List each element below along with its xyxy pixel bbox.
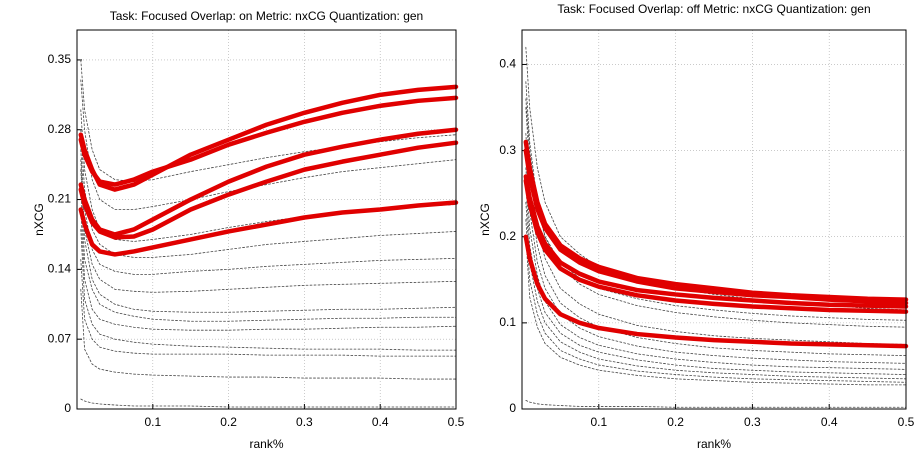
y-axis-label: nXCG — [32, 203, 46, 236]
series-line — [78, 200, 459, 257]
series-line — [80, 109, 457, 242]
series-line — [525, 201, 907, 380]
series-line — [525, 184, 907, 375]
x-tick-label: 0.5 — [448, 415, 465, 429]
chart-title: Task: Focused Overlap: off Metric: nxCG … — [557, 2, 870, 16]
x-tick-label: 0.3 — [296, 415, 313, 429]
y-tick-label: 0.2 — [499, 229, 516, 243]
series-line — [523, 148, 909, 306]
series-line — [525, 132, 907, 356]
plot-frame — [76, 29, 457, 410]
series-line — [80, 229, 457, 351]
series-line — [525, 399, 907, 408]
series-line — [525, 236, 907, 386]
series-line — [525, 107, 907, 345]
series-line — [80, 129, 457, 258]
series-line — [523, 139, 909, 302]
y-axis-label: nXCG — [478, 203, 492, 236]
y-tick-label: 0.07 — [48, 331, 72, 345]
x-tick-label: 0.4 — [821, 415, 838, 429]
series-line — [80, 159, 457, 293]
y-tick-label: 0.14 — [48, 262, 72, 276]
plot-frame — [521, 29, 907, 410]
x-tick-label: 0.4 — [372, 415, 389, 429]
series-line — [80, 288, 457, 380]
x-tick-label: 0.1 — [144, 415, 161, 429]
series-line — [523, 174, 909, 309]
series-line — [80, 149, 457, 275]
series-line — [523, 178, 909, 314]
y-tick-label: 0.3 — [499, 143, 516, 157]
series-line — [78, 95, 459, 187]
y-tick-label: 0.35 — [48, 52, 72, 66]
x-tick-label: 0.3 — [744, 415, 761, 429]
series-line — [525, 98, 907, 321]
series-line — [80, 209, 457, 331]
series-line — [525, 150, 907, 364]
series-line — [80, 189, 457, 322]
y-tick-label: 0 — [509, 401, 516, 415]
series-line — [80, 169, 457, 313]
series-line — [80, 59, 457, 182]
x-tick-label: 0.2 — [220, 415, 237, 429]
y-tick-label: 0.1 — [499, 315, 516, 329]
x-tick-label: 0.5 — [898, 415, 915, 429]
chart-title: Task: Focused Overlap: on Metric: nxCG Q… — [110, 9, 423, 23]
series-line — [525, 167, 907, 370]
series-line — [78, 140, 459, 240]
x-tick-label: 0.1 — [590, 415, 607, 429]
x-axis-label: rank% — [249, 437, 283, 451]
x-axis-label: rank% — [697, 437, 731, 451]
series-line — [523, 234, 909, 349]
y-tick-label: 0 — [64, 401, 71, 415]
y-tick-label: 0.4 — [499, 57, 516, 71]
x-tick-label: 0.2 — [667, 415, 684, 429]
series-line — [80, 398, 457, 408]
series-line — [525, 46, 907, 311]
series-line — [80, 79, 457, 210]
y-tick-label: 0.28 — [48, 122, 72, 136]
y-tick-label: 0.21 — [48, 192, 72, 206]
series-line — [80, 258, 457, 357]
